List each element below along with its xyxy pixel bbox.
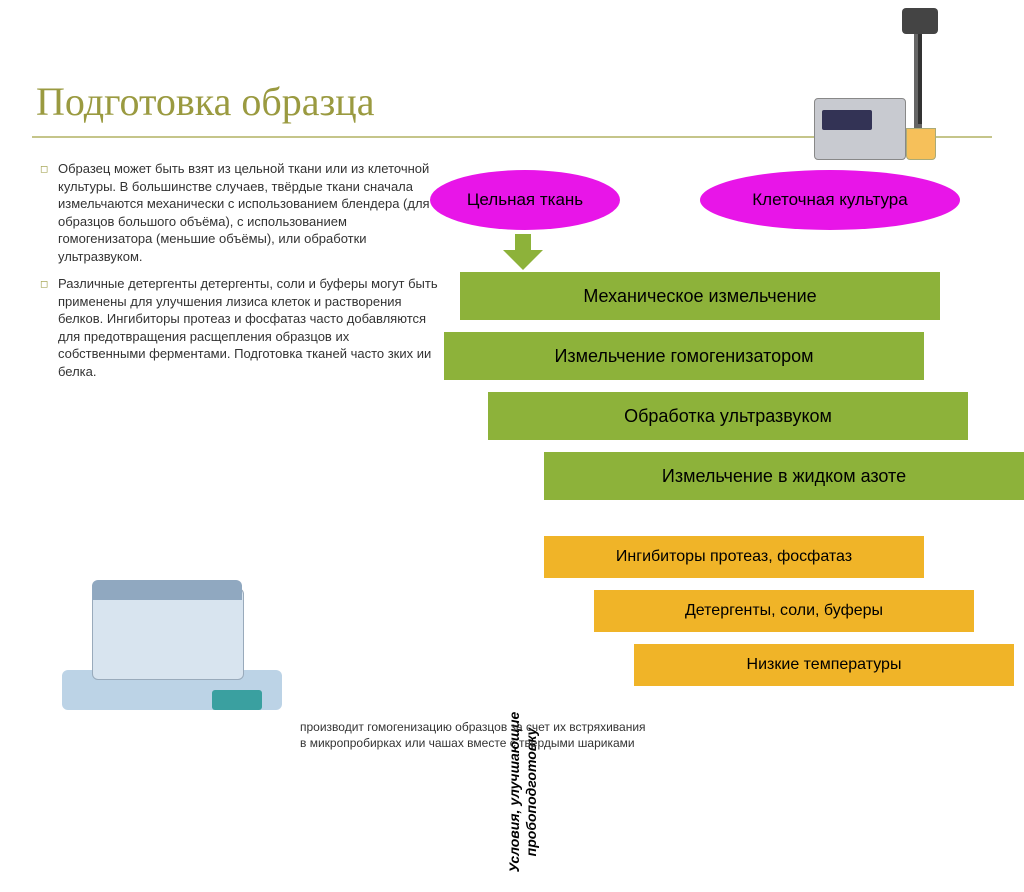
condition-label: Детергенты, соли, буферы [685, 602, 883, 620]
footnote: производит гомогенизацию образцов за сче… [300, 720, 646, 751]
condition-label: Низкие температуры [747, 656, 902, 674]
bullet-marker-icon: ◻ [40, 160, 58, 265]
bullet-list: ◻ Образец может быть взят из цельной тка… [40, 160, 440, 391]
process-step: Механическое измельчение [460, 272, 940, 320]
process-step: Обработка ультразвуком [488, 392, 968, 440]
arrow-down-icon [503, 234, 543, 270]
ellipse-whole-tissue: Цельная ткань [430, 170, 620, 230]
footnote-line: в микропробирках или чашах вместе с твер… [300, 736, 646, 752]
footnote-line: производит гомогенизацию образцов за сче… [300, 720, 646, 736]
ellipse-label: Цельная ткань [467, 190, 583, 210]
process-step: Измельчение в жидком азоте [544, 452, 1024, 500]
bullet-text: Образец может быть взят из цельной ткани… [58, 160, 440, 265]
bead-mixer-image [62, 540, 282, 710]
process-step: Измельчение гомогенизатором [444, 332, 924, 380]
process-step-label: Обработка ультразвуком [624, 406, 832, 427]
condition-box: Детергенты, соли, буферы [594, 590, 974, 632]
condition-box: Ингибиторы протеаз, фосфатаз [544, 536, 924, 578]
homogenizer-image [814, 8, 974, 160]
condition-box: Низкие температуры [634, 644, 1014, 686]
bullet-item: ◻ Образец может быть взят из цельной тка… [40, 160, 440, 265]
bullet-marker-icon: ◻ [40, 275, 58, 380]
process-step-label: Механическое измельчение [583, 286, 816, 307]
slide-title: Подготовка образца [36, 78, 374, 125]
bullet-item: ◻ Различные детергенты детергенты, соли … [40, 275, 440, 380]
ellipse-label: Клеточная культура [752, 190, 907, 210]
condition-label: Ингибиторы протеаз, фосфатаз [616, 548, 852, 566]
bullet-text: Различные детергенты детергенты, соли и … [58, 275, 440, 380]
ellipse-cell-culture: Клеточная культура [700, 170, 960, 230]
process-step-label: Измельчение в жидком азоте [662, 466, 906, 487]
process-step-label: Измельчение гомогенизатором [554, 346, 813, 367]
